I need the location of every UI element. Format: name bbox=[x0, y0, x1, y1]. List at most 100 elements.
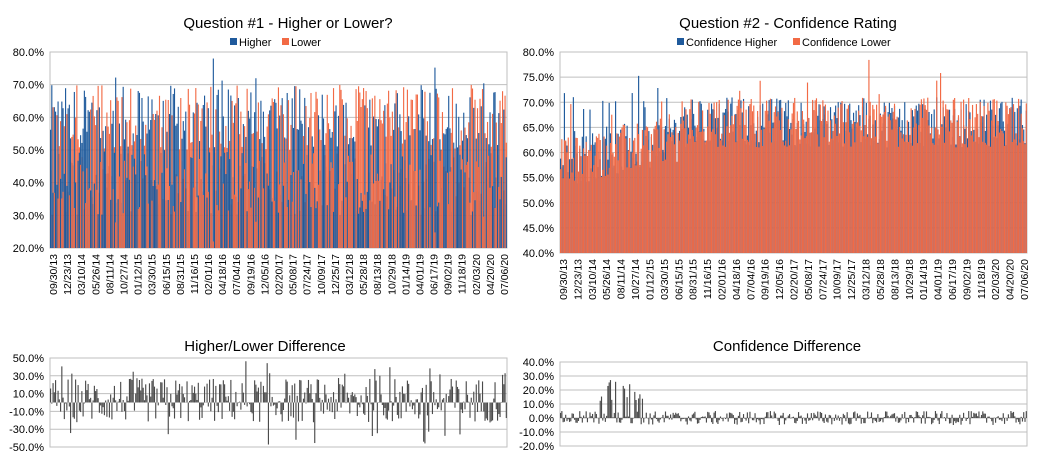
q2-x-tick-label: 07/04/16 bbox=[745, 259, 757, 300]
q1-bar bbox=[70, 138, 72, 248]
d1-bar bbox=[227, 396, 229, 403]
q1-bar bbox=[240, 188, 242, 248]
d2-bar bbox=[583, 415, 585, 418]
q1-bar bbox=[112, 110, 114, 248]
q2-bar bbox=[810, 132, 812, 253]
d2-bar bbox=[846, 412, 848, 418]
q1-bar bbox=[463, 112, 465, 248]
d1-bar bbox=[182, 393, 184, 403]
q2-bar bbox=[655, 121, 658, 253]
q1-bar bbox=[361, 200, 363, 248]
d1-bar bbox=[202, 402, 204, 406]
q1-bar bbox=[445, 128, 447, 248]
d1-bar bbox=[105, 400, 107, 403]
q2-bar bbox=[822, 100, 824, 253]
q2-bar bbox=[804, 138, 806, 253]
q1-bar bbox=[73, 208, 75, 248]
d1-bar bbox=[326, 402, 328, 410]
d2-bar bbox=[643, 418, 645, 423]
q2-bar bbox=[704, 142, 706, 253]
d2-bar bbox=[703, 416, 705, 418]
q2-bar bbox=[755, 147, 757, 253]
d1-bar bbox=[296, 395, 298, 403]
q1-bar bbox=[167, 200, 169, 248]
q1-bar bbox=[100, 161, 102, 248]
chart-q2-y-ticks: 40.0%45.0%50.0%55.0%60.0%65.0%70.0%75.0%… bbox=[523, 47, 554, 260]
q2-bar bbox=[886, 140, 888, 253]
q2-bar bbox=[827, 110, 829, 253]
d2-bar bbox=[906, 418, 908, 419]
q1-bar bbox=[121, 97, 123, 249]
d2-bar bbox=[780, 415, 782, 418]
q1-bar bbox=[255, 78, 257, 249]
q1-bar bbox=[246, 211, 248, 248]
d2-bar bbox=[931, 418, 933, 425]
q1-bar bbox=[192, 187, 194, 248]
d2-bar bbox=[1006, 418, 1008, 421]
q1-bar bbox=[163, 150, 166, 248]
q1-bar bbox=[353, 136, 355, 248]
q1-bar bbox=[137, 209, 139, 248]
q1-bar bbox=[290, 175, 292, 248]
q1-bar bbox=[368, 127, 370, 248]
q2-bar bbox=[942, 100, 944, 253]
d2-bar bbox=[950, 418, 952, 424]
q2-bar bbox=[1020, 113, 1022, 253]
d2-bar bbox=[763, 418, 765, 425]
d1-bar bbox=[176, 394, 178, 403]
d2-bar bbox=[681, 418, 683, 420]
d2-y-tick-label: 0.0% bbox=[529, 413, 554, 425]
d1-bar bbox=[220, 384, 222, 403]
d1-bar bbox=[137, 387, 139, 403]
d1-bar bbox=[239, 401, 241, 403]
q2-bar bbox=[836, 135, 838, 253]
q1-bar bbox=[410, 99, 412, 249]
q2-bar bbox=[911, 145, 913, 253]
d2-bar bbox=[971, 416, 974, 418]
q2-bar bbox=[1009, 108, 1011, 253]
q1-bar bbox=[241, 153, 243, 248]
q2-bar bbox=[905, 134, 907, 253]
d1-bar bbox=[449, 389, 451, 403]
q1-bar bbox=[216, 94, 218, 249]
q2-bar bbox=[867, 136, 869, 253]
d2-bar bbox=[829, 415, 832, 418]
q1-bar bbox=[76, 85, 78, 248]
d2-bar bbox=[952, 418, 954, 425]
d1-bar bbox=[101, 402, 103, 414]
d1-bar bbox=[180, 402, 182, 419]
q1-x-tick-label: 02/03/20 bbox=[471, 254, 483, 295]
q2-bar bbox=[979, 101, 981, 253]
q1-bar bbox=[439, 160, 441, 248]
d1-bar bbox=[274, 402, 276, 405]
d2-bar bbox=[586, 418, 589, 423]
d2-bar bbox=[580, 416, 582, 418]
q2-bar bbox=[749, 104, 751, 253]
q2-bar bbox=[792, 103, 795, 253]
d2-bar bbox=[988, 416, 990, 418]
d2-bar bbox=[911, 416, 913, 418]
q1-x-tick-label: 05/28/18 bbox=[358, 254, 370, 295]
q1-bar bbox=[345, 102, 347, 248]
d2-bar bbox=[970, 411, 972, 418]
d1-bar bbox=[336, 402, 338, 412]
q2-bar bbox=[966, 147, 969, 253]
q2-bar bbox=[772, 128, 774, 253]
q2-bar bbox=[631, 152, 633, 253]
d2-bar bbox=[739, 411, 741, 418]
d1-bar bbox=[96, 389, 98, 403]
d1-bar bbox=[66, 402, 68, 411]
q1-bar bbox=[271, 201, 273, 248]
d1-bar bbox=[495, 402, 497, 410]
q1-bar bbox=[122, 86, 124, 248]
d1-bar bbox=[371, 402, 373, 436]
q1-bar bbox=[435, 88, 437, 248]
d1-bar bbox=[72, 402, 74, 418]
q1-x-tick-label: 01/12/15 bbox=[133, 254, 145, 295]
q2-bar bbox=[630, 167, 632, 253]
q2-bar bbox=[947, 109, 949, 253]
q1-bar bbox=[122, 213, 124, 248]
q2-bar bbox=[873, 109, 875, 253]
q2-bar bbox=[714, 134, 716, 253]
d1-bar bbox=[177, 390, 179, 403]
